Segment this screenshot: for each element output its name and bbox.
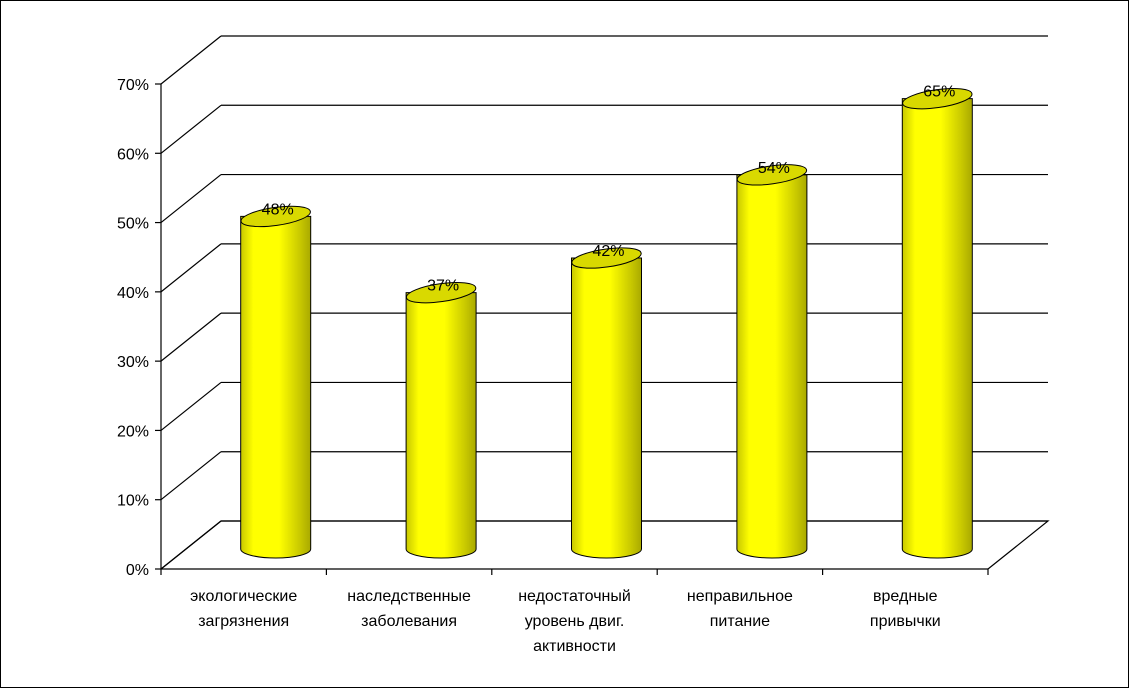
bar-top: [736, 164, 808, 186]
y-tick-label: 20%: [117, 423, 149, 440]
axes: [155, 83, 989, 575]
category-label-line: неправильное: [687, 588, 793, 605]
bar-body: [405, 292, 477, 559]
gridline-side: [160, 520, 222, 570]
bars: [240, 87, 973, 559]
y-tick-label: 60%: [117, 146, 149, 163]
category-label-line: активности: [533, 638, 616, 655]
y-tick-label: 30%: [117, 354, 149, 371]
y-tick-labels: 0% 10% 20% 30% 40% 50% 60% 70%: [117, 77, 149, 579]
y-tick-label: 70%: [117, 77, 149, 94]
category-label-line: уровень двиг.: [525, 613, 625, 630]
category-label-line: привычки: [870, 613, 941, 630]
bar-top: [902, 87, 973, 110]
bar: [736, 164, 808, 559]
category-label: неправильное питание: [687, 588, 793, 630]
gridline-side: [160, 381, 222, 431]
gridline-side: [160, 104, 222, 154]
data-label: 42%: [592, 243, 624, 260]
y-tick-label: 0%: [126, 562, 149, 579]
gridline-side: [160, 312, 222, 362]
gridline-side: [160, 451, 222, 501]
category-label-line: экологические: [190, 588, 297, 605]
bar-body: [240, 215, 312, 559]
y-tick-label: 10%: [117, 493, 149, 510]
bar-top: [240, 205, 311, 228]
gridline-side: [160, 174, 222, 224]
y-tick-label: 50%: [117, 216, 149, 233]
category-label-line: недостаточный: [518, 588, 631, 605]
bar-body: [901, 98, 973, 559]
category-label: вредные привычки: [870, 588, 941, 630]
bar-body: [736, 174, 808, 559]
bar-body: [571, 257, 642, 559]
category-label-line: наследственные: [347, 588, 471, 605]
bar-top: [571, 247, 642, 269]
gridline-side: [160, 243, 222, 293]
category-labels: экологические загрязнения наследственные за…: [190, 588, 941, 655]
data-labels: 48% 37% 42% 54% 65%: [262, 84, 956, 295]
category-label: наследственные заболевания: [347, 588, 471, 630]
data-label: 48%: [262, 201, 294, 218]
data-label: 65%: [923, 84, 955, 101]
bar: [240, 205, 312, 559]
category-label: недостаточный уровень двиг. активности: [518, 588, 631, 655]
gridline-side: [160, 35, 222, 85]
bar: [405, 281, 477, 559]
category-label: экологические загрязнения: [190, 588, 297, 630]
category-label-line: загрязнения: [198, 613, 289, 630]
category-label-line: вредные: [873, 588, 938, 605]
bar-top: [405, 281, 477, 304]
category-label-line: питание: [710, 613, 770, 630]
data-label: 37%: [427, 278, 459, 295]
data-label: 54%: [758, 160, 790, 177]
y-tick-label: 40%: [117, 285, 149, 302]
bar: [571, 247, 642, 559]
bar: [901, 87, 973, 559]
category-label-line: заболевания: [361, 613, 457, 630]
